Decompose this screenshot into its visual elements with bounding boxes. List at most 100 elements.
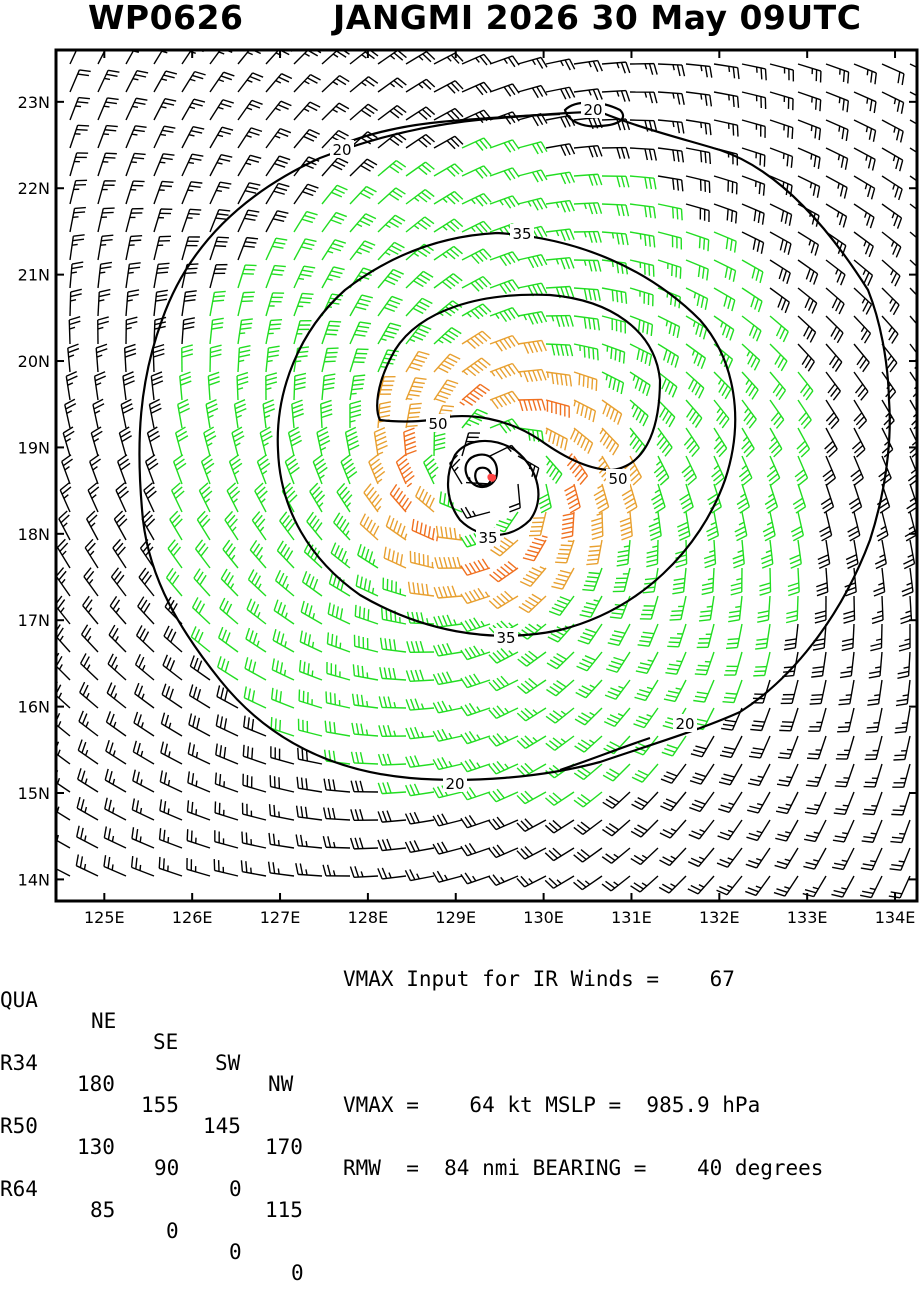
- barb-full: [336, 636, 337, 647]
- barb-staff: [518, 399, 542, 400]
- barb-full: [220, 104, 231, 107]
- barb-full: [540, 503, 550, 508]
- barb-half: [373, 559, 375, 564]
- barb-full: [437, 526, 439, 537]
- barb-full: [383, 811, 387, 822]
- wind-barb: [182, 72, 206, 92]
- barb-full: [898, 671, 909, 673]
- barb-staff: [583, 792, 602, 807]
- barb-full: [461, 537, 467, 547]
- barb-full: [132, 798, 134, 809]
- barb-staff: [135, 694, 154, 708]
- wind-barb: [328, 603, 350, 624]
- barb-full: [537, 256, 542, 266]
- barb-full: [106, 711, 110, 722]
- wind-barb: [327, 632, 350, 652]
- barb-half: [590, 713, 595, 716]
- barb-staff: [238, 73, 253, 92]
- wind-barb: [604, 736, 630, 754]
- wind-barb: [714, 64, 739, 79]
- barb-staff: [154, 44, 167, 64]
- barb-half: [614, 854, 619, 857]
- barb-half: [113, 779, 114, 785]
- barb-full: [570, 375, 572, 386]
- barb-full: [261, 432, 271, 438]
- barb-full: [442, 644, 447, 654]
- barb-full: [99, 290, 110, 292]
- barb-staff: [849, 708, 854, 731]
- barb-full: [304, 662, 305, 673]
- wind-barb: [322, 185, 347, 204]
- barb-full: [406, 451, 417, 455]
- barb-full: [216, 218, 227, 219]
- barb-full: [299, 302, 310, 303]
- wind-barb: [490, 308, 519, 322]
- wind-barb: [374, 428, 387, 456]
- barb-full: [182, 349, 193, 352]
- barb-full: [232, 427, 242, 433]
- barb-half: [267, 361, 273, 362]
- wind-barb: [238, 73, 263, 92]
- barb-full: [682, 151, 684, 162]
- barb-full: [693, 701, 704, 703]
- barb-full: [606, 669, 617, 672]
- barb-half: [707, 606, 713, 607]
- barb-half: [505, 764, 509, 768]
- barb-full: [279, 573, 284, 583]
- barb-staff: [574, 372, 597, 380]
- barb-full: [177, 431, 187, 437]
- barb-full: [840, 214, 843, 225]
- barb-full: [833, 840, 844, 842]
- barb-full: [447, 380, 458, 384]
- barb-staff: [845, 792, 854, 814]
- wind-barb: [546, 680, 574, 696]
- barb-staff: [243, 756, 266, 764]
- wind-barb: [126, 43, 149, 64]
- barb-full: [649, 92, 652, 103]
- wind-barb: [718, 792, 742, 812]
- barb-half: [140, 808, 141, 814]
- barb-full: [691, 858, 701, 863]
- wind-barb: [842, 624, 854, 650]
- barb-full: [654, 64, 657, 75]
- wind-barb: [769, 428, 782, 457]
- barb-staff: [770, 372, 785, 390]
- barb-full: [108, 828, 110, 839]
- barb-staff: [854, 232, 873, 246]
- barb-staff: [182, 237, 189, 260]
- barb-half: [617, 91, 619, 96]
- barb-full: [300, 631, 302, 642]
- barb-half: [540, 567, 545, 569]
- barb-half: [655, 490, 660, 493]
- barb-full: [729, 615, 740, 617]
- wind-barb: [437, 526, 462, 540]
- barb-full: [641, 637, 652, 638]
- barb-full: [305, 603, 308, 614]
- barb-staff: [182, 292, 185, 316]
- barb-full: [419, 302, 429, 307]
- barb-full: [692, 382, 697, 392]
- barb-full: [720, 832, 731, 836]
- wind-barb: [272, 688, 294, 708]
- barb-full: [556, 373, 558, 384]
- barb-full: [532, 568, 542, 573]
- barb-half: [414, 253, 419, 256]
- wind-barb: [882, 260, 900, 286]
- barb-half: [407, 483, 411, 487]
- barb-full: [747, 810, 758, 813]
- barb-half: [394, 702, 395, 708]
- barb-full: [617, 381, 619, 392]
- barb-full: [613, 657, 624, 660]
- wind-barb: [658, 232, 681, 249]
- wind-barb: [434, 246, 462, 260]
- barb-half: [739, 522, 744, 525]
- wind-barb: [106, 740, 126, 764]
- barb-full: [704, 559, 715, 563]
- wind-barb: [714, 288, 735, 311]
- barb-staff: [527, 624, 546, 639]
- barb-full: [570, 172, 575, 182]
- barb-half: [431, 475, 435, 479]
- barb-half: [88, 608, 91, 613]
- barb-full: [861, 868, 872, 870]
- wind-barb: [59, 511, 70, 540]
